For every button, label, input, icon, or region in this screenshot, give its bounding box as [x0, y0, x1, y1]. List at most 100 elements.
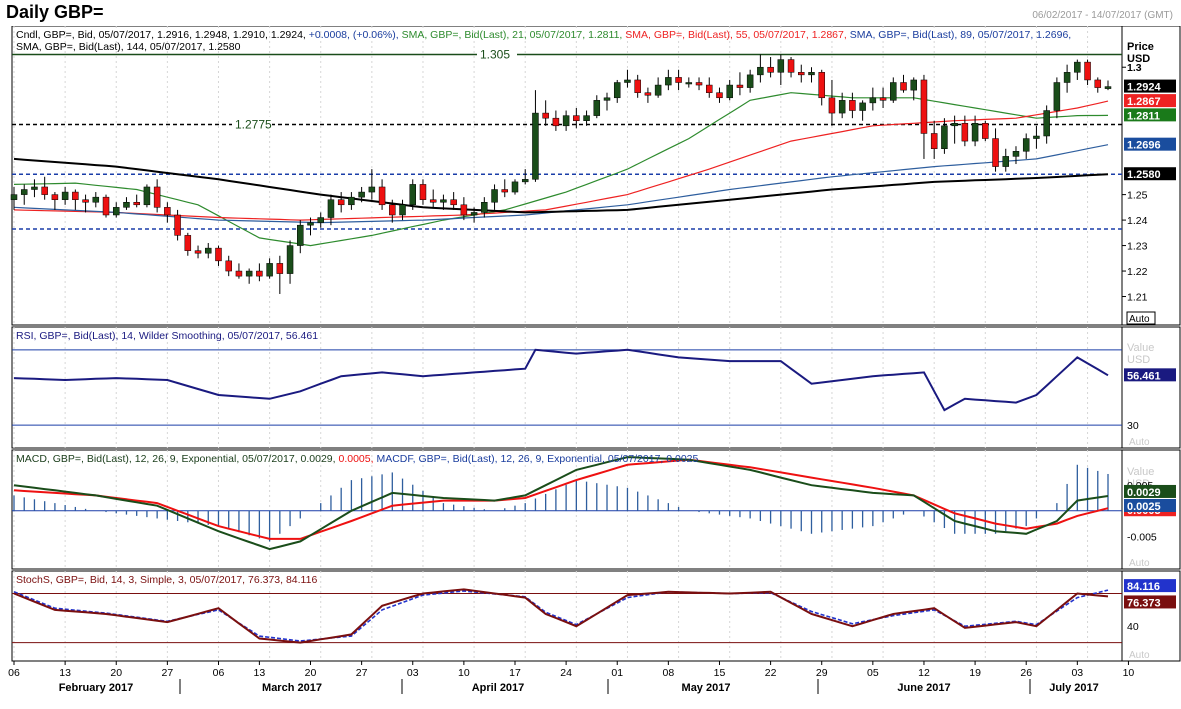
candle: [235, 270, 243, 277]
axis-panel-rsi: [1121, 326, 1181, 449]
candle: [828, 97, 836, 114]
candle: [511, 181, 519, 193]
x-day-label: 08: [663, 667, 675, 679]
candle: [337, 199, 345, 206]
price-badge-4: 1.2580: [1127, 169, 1161, 181]
candle: [1022, 138, 1030, 152]
candle: [613, 82, 621, 99]
x-day-label: 20: [305, 667, 317, 679]
candle: [429, 199, 437, 203]
x-day-label: 29: [816, 667, 828, 679]
candle: [194, 250, 202, 254]
rsi-axis-unit: USD: [1127, 354, 1150, 366]
x-day-label: 17: [509, 667, 521, 679]
candle: [634, 79, 641, 93]
price-tick-label: 1.25: [1127, 190, 1148, 202]
candle: [51, 194, 59, 200]
candle: [61, 191, 69, 200]
candle: [112, 207, 120, 216]
candle: [266, 263, 273, 277]
macd-line: [13, 456, 1109, 551]
rsi-tick-label: 30: [1127, 420, 1139, 432]
x-day-label: 03: [407, 667, 419, 679]
price-badge-0: 1.2924: [1127, 82, 1162, 94]
macd-badge-0: 0.0029: [1127, 487, 1161, 499]
candle: [1063, 72, 1071, 83]
candle: [92, 196, 100, 203]
stoch-legend: StochS, GBP=, Bid, 14, 3, Simple, 3, 05/…: [16, 574, 317, 586]
macd-badge-2-bg: [1124, 499, 1176, 512]
x-month-label: February 2017: [59, 682, 134, 694]
candle: [746, 74, 754, 88]
candle: [971, 123, 979, 142]
candle: [307, 222, 314, 226]
candle: [501, 189, 509, 193]
stoch-badge-0-bg: [1124, 579, 1176, 593]
price-badge-0-bg: [1124, 79, 1176, 93]
x-day-label: 13: [59, 667, 71, 679]
macd-axis-title: Value: [1127, 466, 1154, 478]
candle: [378, 186, 386, 206]
candle: [879, 97, 887, 101]
x-day-label: 06: [8, 667, 20, 679]
hline-label-0: 1.305: [480, 47, 510, 61]
candle: [256, 270, 263, 277]
candle: [542, 112, 549, 119]
candle: [399, 204, 406, 216]
candle: [787, 59, 795, 73]
chart-title: Daily GBP=: [6, 2, 104, 22]
price-badge-2-bg: [1124, 108, 1176, 122]
x-month-label: March 2017: [262, 682, 322, 694]
candle: [327, 199, 335, 218]
x-day-label: 12: [918, 667, 930, 679]
candle: [72, 191, 79, 200]
candle: [276, 263, 284, 274]
price-badge-4-bg: [1124, 167, 1176, 181]
date-range: 06/02/2017 - 14/07/2017 (GMT): [1032, 10, 1173, 21]
candle: [481, 202, 488, 213]
candle: [941, 125, 948, 149]
x-month-label: June 2017: [897, 682, 950, 694]
candles: [10, 54, 1112, 294]
main-legend-line2: SMA, GBP=, Bid(Last), 144, 05/07/2017, 1…: [16, 41, 241, 53]
candle: [460, 204, 468, 216]
candle: [1002, 156, 1010, 167]
candle: [450, 199, 457, 206]
candle: [849, 100, 856, 111]
candle: [286, 245, 294, 274]
candle: [1053, 82, 1061, 111]
x-day-label: 10: [1123, 667, 1135, 679]
candle: [562, 115, 570, 127]
candle: [174, 214, 181, 236]
candle: [521, 179, 529, 183]
candle: [41, 186, 48, 195]
price-badge-3-bg: [1124, 137, 1176, 151]
auto-button-main: [1126, 311, 1156, 325]
auto-label-macd: Auto: [1129, 558, 1150, 569]
candle: [644, 92, 652, 96]
candle: [757, 66, 764, 76]
pane-rsi: [11, 326, 1123, 449]
main-legend-line1: Cndl, GBP=, Bid, 05/07/2017, 1.2916, 1.2…: [16, 29, 1071, 41]
candle: [20, 189, 28, 195]
candle: [1084, 61, 1091, 81]
candle: [225, 260, 232, 272]
rsi-legend: RSI, GBP=, Bid(Last), 14, Wilder Smoothi…: [16, 330, 318, 342]
x-day-label: 06: [213, 667, 225, 679]
candle: [1043, 110, 1050, 137]
sma-line-3: [13, 157, 1109, 214]
auto-label-stoch: Auto: [1129, 650, 1150, 661]
x-day-label: 03: [1071, 667, 1083, 679]
price-tick-label: 1.23: [1127, 241, 1148, 253]
candle: [706, 84, 713, 93]
macd-legend: MACD, GBP=, Bid(Last), 12, 26, 9, Expone…: [16, 453, 699, 465]
candle: [10, 194, 18, 200]
price-badge-1: 1.2867: [1127, 96, 1161, 108]
candle: [358, 191, 365, 198]
candle: [890, 82, 897, 101]
price-badge-3: 1.2696: [1127, 140, 1161, 152]
candle: [593, 100, 601, 116]
x-day-label: 27: [356, 667, 368, 679]
rsi-badge-bg: [1124, 368, 1176, 382]
